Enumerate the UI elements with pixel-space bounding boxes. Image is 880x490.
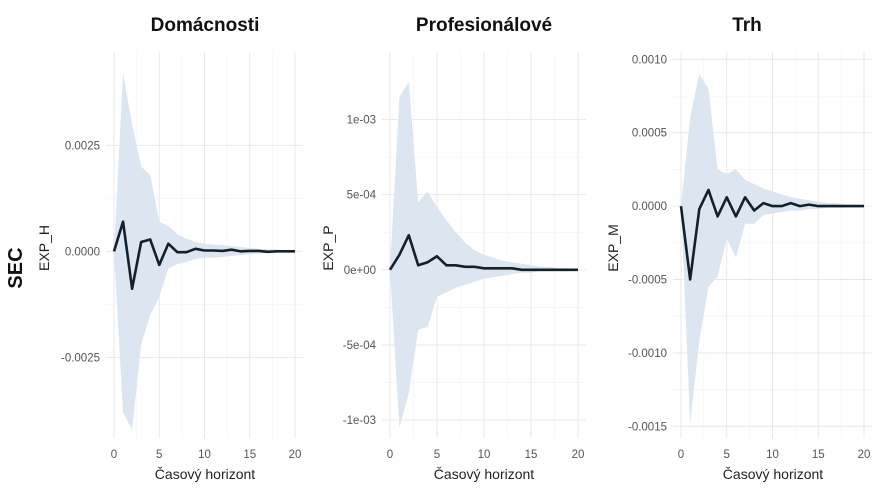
x-tick-label: 0 [111,449,117,461]
x-tick-label: 5 [724,449,730,461]
panel-profesionalove: Profesionálové EXP_P Časový horizont 0 5 1… [320,15,586,482]
y-axis-label-exp-p: EXP_P [320,225,336,270]
y-tick-label: -5e-04 [343,340,377,352]
panel-domacnosti: Domácnosti EXP_H Časový horizont 0 5 10 15 2… [36,15,303,482]
y-tick-label: 0.0005 [632,128,667,140]
series-line [112,220,295,290]
x-tick-label: 5 [156,449,162,461]
panel-trh: Trh EXP_M Časový horizont 0 5 10 15 20 -0.001… [605,15,872,482]
y-tick-label: 0.0000 [65,246,100,258]
y-tick-label: 0.0025 [65,140,100,152]
y-tick-label: 1e-03 [347,115,376,127]
confidence-band [681,74,864,424]
x-tick-label: 10 [766,449,779,461]
x-tick-label: 5 [434,449,440,461]
x-tick-label: 15 [812,449,825,461]
row-label-sec: SEC [5,247,27,288]
y-tick-label: -0.0015 [628,421,667,433]
panel-title-profesionalove: Profesionálové [416,15,552,36]
y-tick-label: -1e-03 [343,415,376,427]
x-tick-label: 15 [243,449,256,461]
panel-title-domacnosti: Domácnosti [151,15,260,36]
y-tick-label: 0.0010 [632,54,667,66]
x-axis-label-casovy-horizont: Časový horizont [155,466,255,482]
series-line [679,188,864,281]
y-tick-label: -0.0010 [628,348,667,360]
x-tick-label: 0 [678,449,684,461]
y-tick-label: -0.0025 [61,352,100,364]
panel-title-trh: Trh [732,15,762,36]
x-tick-label: 20 [289,449,302,461]
x-axis-label-casovy-horizont: Časový horizont [434,466,534,482]
y-tick-label: -0.0005 [628,274,667,286]
confidence-band [390,82,578,428]
x-tick-label: 10 [198,449,211,461]
x-tick-label: 20 [572,449,585,461]
series-line [388,233,578,272]
y-axis-label-exp-m: EXP_M [605,224,621,271]
y-axis-label-exp-h: EXP_H [36,225,52,271]
x-tick-label: 15 [525,449,538,461]
x-tick-label: 0 [387,449,393,461]
x-tick-label: 10 [478,449,491,461]
y-tick-label: 0.0000 [632,201,667,213]
y-tick-label: 5e-04 [347,190,377,202]
y-tick-label: 0e+00 [344,265,376,277]
x-axis-label-casovy-horizont: Časový horizont [723,466,823,482]
x-tick-label: 20 [858,449,871,461]
